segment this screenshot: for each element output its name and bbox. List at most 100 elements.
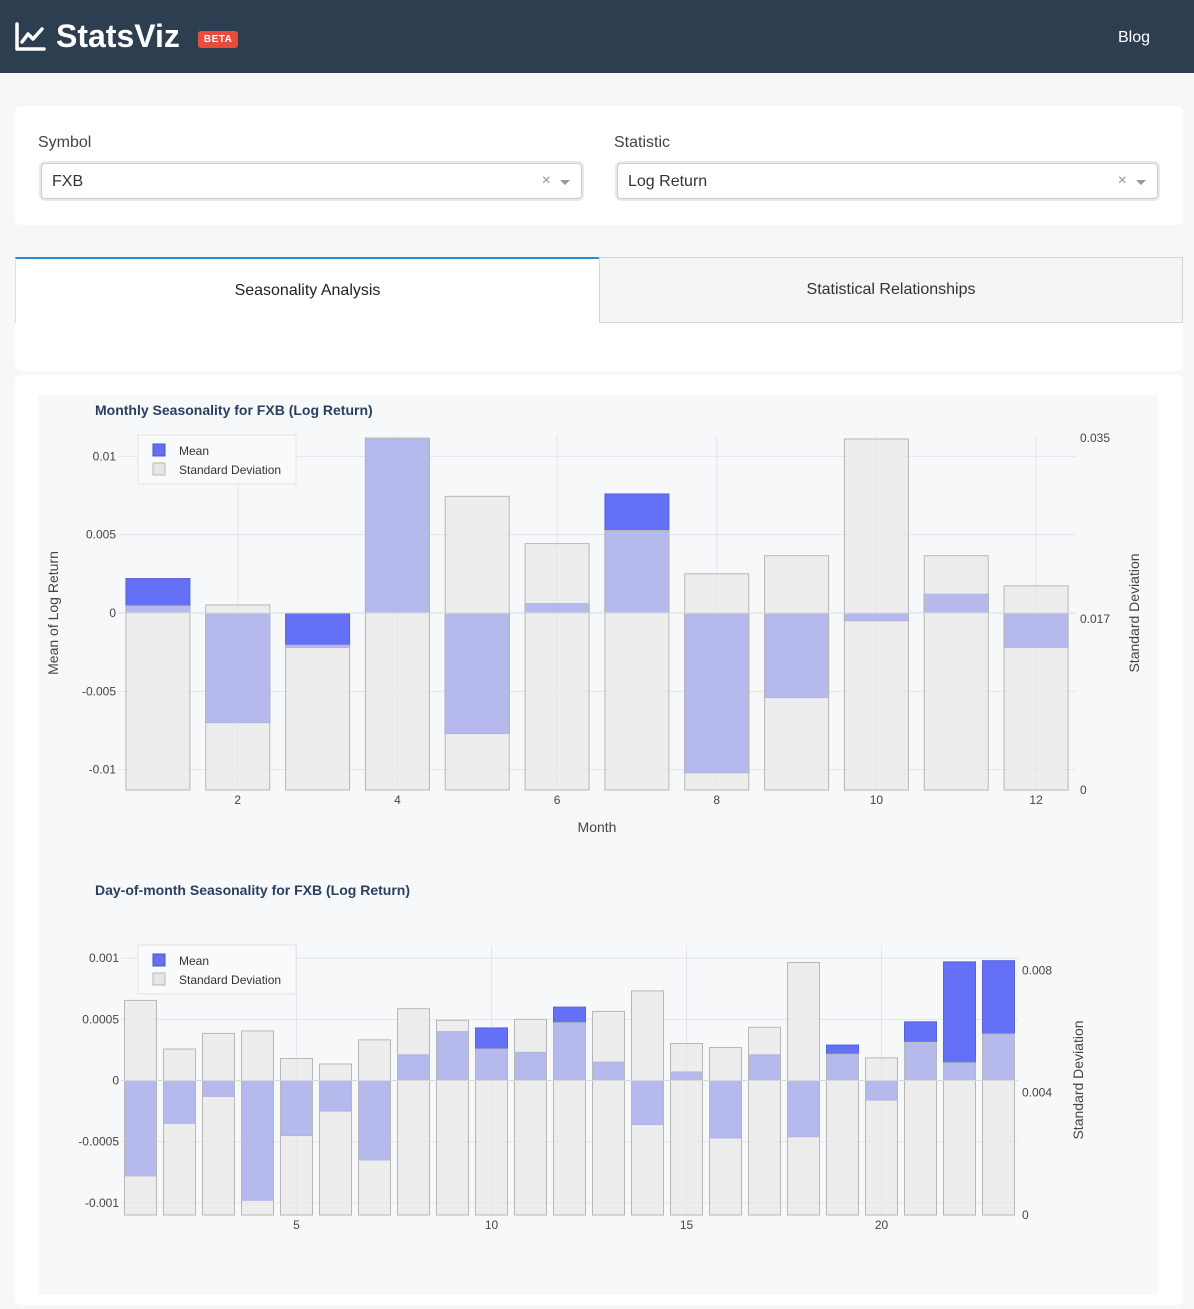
std-bar	[241, 1030, 274, 1216]
brand[interactable]: StatsViz BETA	[14, 18, 239, 55]
std-bar	[748, 1026, 781, 1216]
y2-axis-label: Standard Deviation	[1126, 553, 1142, 672]
y2-tick-label: 0	[1022, 1208, 1029, 1222]
std-bar	[514, 1018, 547, 1216]
std-bar	[285, 644, 351, 791]
std-bar	[1003, 585, 1069, 791]
y2-tick-label: 0.004	[1022, 1086, 1052, 1100]
std-bar	[631, 990, 664, 1216]
std-bar	[397, 1008, 430, 1216]
std-bar	[202, 1032, 235, 1216]
clear-icon[interactable]: ×	[1117, 172, 1127, 189]
std-bar	[553, 1022, 586, 1216]
chart-plot: 0.01 0.005 0 -0.005 -0.01 2 4 6 8 10 12 0.035 0.017 0	[82, 431, 1110, 807]
x-tick-label: 6	[554, 793, 561, 807]
legend: Mean Standard Deviation	[137, 434, 297, 485]
chevron-down-icon[interactable]	[560, 180, 570, 185]
std-bar	[943, 1062, 976, 1216]
legend-std-swatch	[152, 972, 166, 986]
clear-icon[interactable]: ×	[541, 172, 551, 189]
legend-mean-swatch	[152, 443, 166, 457]
y-tick-label: 0.005	[86, 528, 116, 542]
y2-axis-label: Standard Deviation	[1070, 1020, 1086, 1139]
brand-title: StatsViz	[56, 18, 180, 54]
symbol-value: FXB	[52, 173, 84, 190]
y2-tick-label: 0.017	[1080, 612, 1110, 626]
std-bar	[826, 1053, 859, 1216]
legend-std-label: Standard Deviation	[179, 463, 281, 477]
tabs-card: Seasonality Analysis Statistical Relatio…	[15, 257, 1183, 371]
tab-statistical-relationships[interactable]: Statistical Relationships	[599, 257, 1183, 323]
y-tick-label: 0.01	[93, 449, 117, 463]
y-tick-label: 0.001	[89, 951, 119, 965]
std-bar	[843, 438, 909, 791]
statistic-label: Statistic	[614, 134, 671, 151]
beta-badge: BETA	[197, 31, 239, 48]
std-bar	[205, 604, 271, 791]
std-bar	[524, 543, 590, 791]
legend-std-label: Standard Deviation	[179, 973, 281, 987]
std-bar	[319, 1063, 352, 1216]
filters-card: Symbol FXB × Statistic Log Return ×	[15, 106, 1183, 225]
symbol-label: Symbol	[38, 134, 92, 151]
std-bar	[444, 495, 510, 791]
y2-tick-label: 0.035	[1080, 431, 1110, 445]
std-bar	[764, 555, 830, 791]
x-tick-label: 8	[713, 793, 720, 807]
x-tick-label: 15	[680, 1218, 694, 1232]
std-bar	[280, 1057, 313, 1216]
y-axis-label: Mean of Log Return	[45, 551, 61, 675]
x-axis-label: Month	[578, 819, 617, 835]
std-bar	[125, 605, 191, 791]
legend-mean-label: Mean	[179, 444, 209, 458]
std-bar	[358, 1039, 391, 1216]
y2-tick-label: 0.008	[1022, 963, 1052, 977]
y-tick-label: 0.0005	[82, 1012, 119, 1026]
x-tick-label: 2	[234, 793, 241, 807]
tab-seasonality-analysis[interactable]: Seasonality Analysis	[15, 257, 599, 323]
y-tick-label: 0	[112, 1074, 119, 1088]
x-tick-label: 10	[485, 1218, 499, 1232]
y-tick-label: 0	[109, 606, 116, 620]
chart-title: Monthly Seasonality for FXB (Log Return)	[95, 402, 373, 418]
legend-mean-label: Mean	[179, 954, 209, 968]
mean-bar	[285, 612, 351, 648]
y-tick-label: -0.005	[82, 684, 116, 698]
std-bar	[923, 555, 989, 791]
std-bar	[670, 1043, 703, 1216]
nav-blog-link[interactable]: Blog	[1117, 29, 1150, 46]
legend-mean-swatch	[152, 953, 166, 967]
legend-std-swatch	[152, 462, 166, 476]
std-bar	[865, 1057, 898, 1216]
std-bar	[124, 999, 157, 1216]
chart-title: Day-of-month Seasonality for FXB (Log Re…	[95, 882, 410, 898]
y-tick-label: -0.0005	[78, 1135, 119, 1149]
std-bar	[684, 573, 750, 791]
x-tick-label: 4	[394, 793, 401, 807]
line-chart-icon	[15, 21, 46, 51]
x-tick-label: 10	[870, 793, 884, 807]
std-bar	[436, 1019, 469, 1216]
y2-tick-label: 0	[1080, 783, 1087, 797]
std-bar	[787, 962, 820, 1216]
y-tick-label: -0.001	[85, 1196, 119, 1210]
x-tick-label: 20	[875, 1218, 889, 1232]
std-bar	[709, 1046, 742, 1216]
legend: Mean Standard Deviation	[137, 944, 297, 995]
std-bar	[364, 437, 430, 791]
x-tick-label: 5	[293, 1218, 300, 1232]
symbol-select[interactable]: FXB ×	[41, 163, 582, 199]
statistic-value: Log Return	[628, 173, 708, 190]
navbar: StatsViz BETA Blog	[0, 0, 1194, 73]
std-bar	[904, 1041, 937, 1216]
std-bar	[592, 1010, 625, 1216]
std-bar	[163, 1048, 196, 1216]
x-tick-label: 12	[1029, 793, 1043, 807]
y-tick-label: -0.01	[89, 763, 117, 777]
std-bar	[604, 530, 670, 791]
chart-plot: 0.001 0.0005 0 -0.0005 -0.001 5 10 15 20 0.008 0.0…	[78, 946, 1052, 1232]
chevron-down-icon[interactable]	[1136, 180, 1146, 185]
statistic-select[interactable]: Log Return ×	[617, 163, 1158, 199]
std-bar	[475, 1048, 508, 1216]
